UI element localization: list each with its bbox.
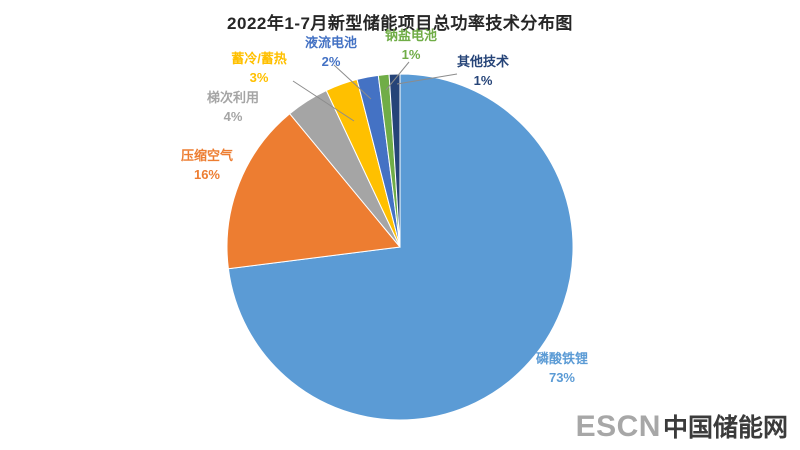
- slice-name: 蓄冷/蓄热: [231, 51, 287, 66]
- escn-logo: ESCN 中国储能网: [576, 408, 788, 444]
- pie-slice-0: [227, 73, 574, 421]
- slice-name: 其他技术: [456, 54, 510, 69]
- slice-percent: 1%: [473, 72, 493, 88]
- slice-percent: 1%: [401, 46, 421, 62]
- slice-name: 钠盐电池: [384, 28, 438, 43]
- slice-percent: 4%: [223, 108, 243, 124]
- slice-label-other-tech: 其他技术 1%: [457, 53, 509, 91]
- slice-name: 液流电池: [304, 35, 358, 50]
- pie-slice-1: [226, 112, 401, 270]
- slice-label-compressed-air: 压缩空气 16%: [181, 147, 233, 185]
- slice-name: 磷酸铁锂: [535, 351, 589, 366]
- slice-name: 压缩空气: [180, 148, 234, 163]
- slice-label-flow-battery: 液流电池 2%: [305, 34, 357, 72]
- slice-percent: 73%: [548, 369, 576, 385]
- slice-label-lfp-battery: 磷酸铁锂 73%: [536, 350, 588, 388]
- chart-title: 2022年1-7月新型储能项目总功率技术分布图: [227, 14, 573, 33]
- slice-label-cascade-utilization: 梯次利用 4%: [207, 89, 259, 127]
- slice-percent: 16%: [193, 166, 221, 182]
- escn-logo-text: ESCN: [575, 410, 661, 443]
- slice-name: 梯次利用: [206, 90, 260, 105]
- escn-site-name: 中国储能网: [662, 414, 788, 442]
- slice-percent: 2%: [321, 53, 341, 69]
- slice-label-thermal-storage: 蓄冷/蓄热 3%: [231, 50, 287, 88]
- label-leader-line-3: [396, 73, 458, 85]
- label-leader-line-2: [385, 61, 410, 91]
- pie-slice-6: [388, 73, 401, 248]
- label-leader-line-0: [292, 80, 355, 122]
- slice-label-sodium-battery: 钠盐电池 1%: [385, 27, 437, 65]
- slice-percent: 3%: [249, 69, 269, 85]
- label-leader-line-1: [333, 64, 372, 100]
